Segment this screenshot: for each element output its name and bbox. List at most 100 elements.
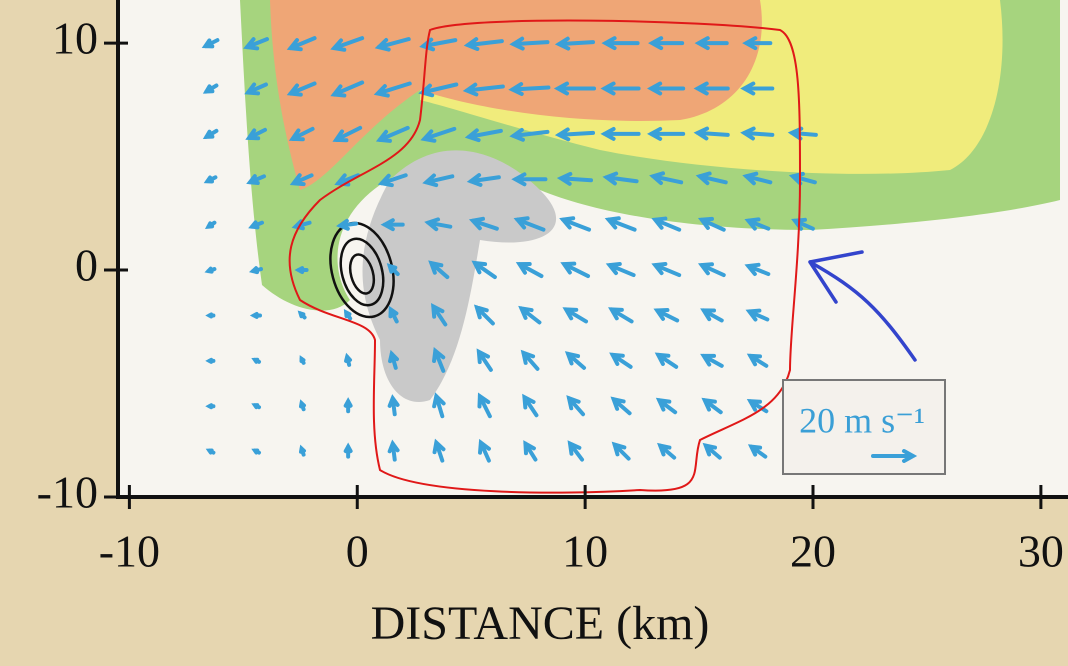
wind-vector: [422, 173, 455, 188]
x-tick-label: 30: [1018, 526, 1064, 577]
wind-vector: [742, 171, 773, 186]
wind-vector: [299, 355, 306, 365]
wind-vector: [515, 262, 544, 279]
wind-vector: [478, 438, 491, 463]
wind-vector: [562, 307, 589, 324]
wind-vector: [651, 216, 682, 232]
wind-vector: [609, 352, 633, 369]
wind-vector: [742, 36, 773, 51]
wind-vector: [332, 125, 363, 143]
wind-vector: [701, 397, 723, 415]
wind-vector: [343, 397, 353, 414]
wind-vector: [605, 261, 636, 278]
wind-vector: [745, 308, 770, 322]
wind-vector: [343, 308, 353, 321]
wind-vector: [559, 216, 592, 232]
wind-vector: [600, 81, 641, 96]
wind-vector: [601, 36, 640, 51]
wind-vector: [432, 438, 446, 463]
wind-vector: [522, 393, 539, 418]
wind-vector: [657, 442, 677, 460]
wind-vector: [702, 442, 722, 460]
wind-vector: [608, 307, 634, 324]
wind-vector: [787, 126, 818, 141]
wind-vector: [251, 403, 262, 410]
wind-vector: [746, 399, 769, 414]
wind-vector: [428, 260, 450, 280]
wind-vector: [697, 262, 726, 278]
wind-vector: [377, 173, 408, 188]
wind-vector: [556, 171, 594, 186]
wind-vector: [386, 263, 400, 277]
red-outline: [288, 19, 802, 494]
hand-arrow: [808, 250, 917, 362]
wind-vector: [602, 171, 639, 186]
x-tick-label: 20: [790, 526, 836, 577]
wind-vector: [380, 218, 405, 232]
wind-vector: [205, 357, 216, 364]
wind-vector: [746, 353, 769, 368]
wind-vector: [695, 171, 728, 186]
wind-vector: [463, 37, 504, 51]
wind-vector: [291, 219, 312, 231]
wind-vector: [566, 395, 586, 417]
wind-vector: [651, 261, 682, 278]
x-axis-label: DISTANCE (km): [371, 597, 710, 650]
wind-vector: [740, 126, 775, 141]
wind-vector: [554, 36, 596, 51]
wind-vector: [203, 175, 218, 184]
wind-vector: [554, 127, 596, 142]
wind-vector: [513, 216, 546, 232]
wind-vector: [466, 173, 501, 187]
wind-vector: [286, 81, 317, 97]
wind-vector: [654, 352, 679, 369]
wind-vector: [693, 81, 730, 96]
wind-vector: [508, 82, 551, 96]
wind-vector: [432, 392, 446, 419]
wind-vector: [610, 396, 632, 416]
wind-vector: [700, 353, 724, 368]
wind-vector: [564, 351, 587, 370]
wind-vector: [649, 171, 684, 186]
wind-vector: [647, 81, 686, 96]
wind-vector: [740, 81, 775, 96]
x-tick-label: 0: [346, 526, 369, 577]
wind-vector: [655, 397, 678, 415]
wind-vector: [375, 125, 410, 143]
y-tick-label: 10: [52, 13, 98, 64]
wind-vector: [336, 218, 359, 231]
field-gray: [362, 150, 557, 402]
wind-vector: [560, 261, 591, 279]
wind-vector: [430, 302, 448, 327]
wind-vector: [611, 441, 631, 461]
wind-vector: [289, 173, 314, 187]
wind-vector: [288, 126, 315, 142]
wind-vector: [647, 126, 686, 141]
wind-vector: [462, 82, 505, 97]
wind-vector: [246, 174, 267, 186]
wind-vector: [251, 357, 262, 364]
key-box: [782, 379, 946, 475]
wind-vector: [747, 444, 768, 459]
wind-vector: [343, 442, 353, 459]
wind-vector: [476, 348, 493, 372]
wind-vector: [509, 36, 550, 51]
x-tick-label: 10: [562, 526, 608, 577]
wind-vector: [330, 36, 365, 52]
wind-vector: [298, 444, 306, 457]
wind-vector: [473, 304, 495, 326]
wind-vector: [244, 82, 269, 96]
wind-vector: [344, 352, 353, 367]
wind-vector: [201, 38, 220, 49]
wind-vector: [294, 266, 309, 275]
wind-vector: [553, 81, 597, 96]
wind-vector: [694, 36, 729, 51]
wind-vector: [697, 216, 726, 232]
wind-vector: [648, 36, 685, 51]
wind-vector: [373, 81, 412, 98]
wind-vector: [297, 310, 307, 320]
wind-vector: [744, 217, 771, 231]
wind-vector: [243, 37, 270, 51]
wind-vector: [245, 127, 268, 141]
y-tick-label: 0: [75, 240, 98, 291]
